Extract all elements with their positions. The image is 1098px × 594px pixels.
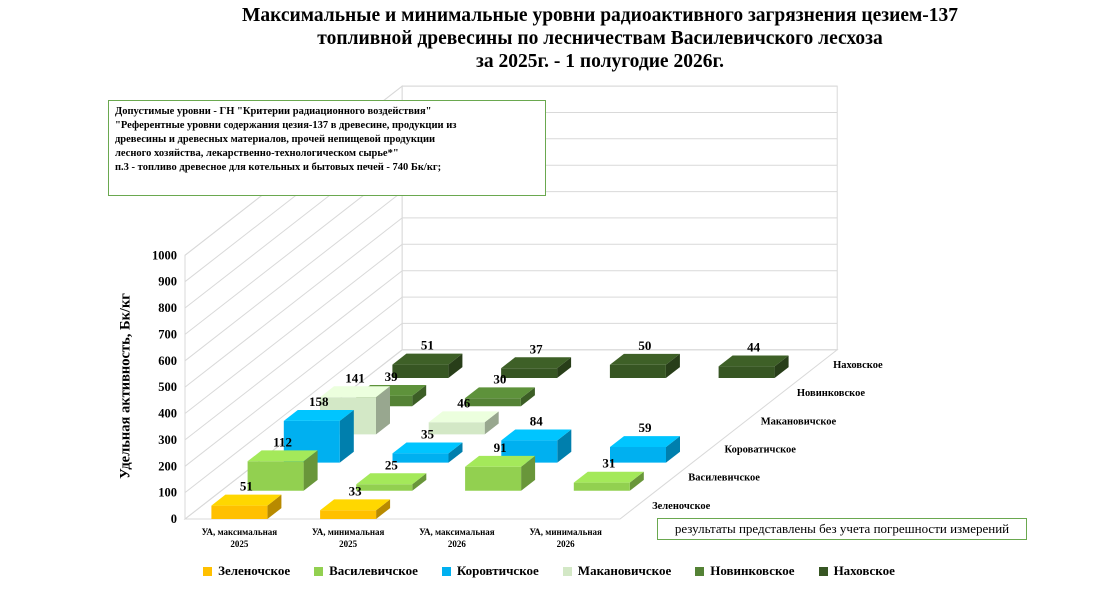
depth-axis-label: Зеленочское xyxy=(652,501,711,512)
x-category-label: 2026 xyxy=(448,539,467,549)
note-line-2: "Референтные уровни содержания цезия-137… xyxy=(115,120,457,131)
legend-item: Коровтичское xyxy=(441,563,539,579)
data-label: 141 xyxy=(345,370,365,385)
data-label: 39 xyxy=(385,369,399,384)
chart-legend: Зеленочское Василевичское Коровтичское Мака… xyxy=(0,563,1098,579)
data-label: 33 xyxy=(349,483,363,498)
gridline xyxy=(184,217,838,388)
permissible-levels-note: Допустимые уровни - ГН "Критерии радиаци… xyxy=(108,100,546,196)
gridline xyxy=(184,243,838,414)
bar xyxy=(211,494,282,519)
note-line-3: древесины и древесных материалов, прочей… xyxy=(115,134,436,145)
legend-label: Наховское xyxy=(833,563,895,578)
x-category-label: УА, максимальная xyxy=(419,527,495,537)
x-category-label: УА, минимальная xyxy=(312,527,385,537)
data-label: 51 xyxy=(240,479,253,494)
legend-swatch xyxy=(203,566,213,576)
y-tick-label: 0 xyxy=(171,512,177,526)
legend-swatch xyxy=(695,566,705,576)
legend-label: Макановичское xyxy=(577,563,672,578)
y-tick-label: 200 xyxy=(158,459,177,473)
legend-item: Новинковское xyxy=(695,563,795,579)
y-tick-label: 300 xyxy=(158,433,177,447)
data-label: 46 xyxy=(457,395,471,410)
gridline xyxy=(184,85,838,256)
data-label: 50 xyxy=(638,338,651,353)
x-category-label: 2025 xyxy=(339,539,358,549)
legend-item: Наховское xyxy=(818,563,895,579)
data-label: 59 xyxy=(639,420,653,435)
bar xyxy=(573,471,644,491)
bar xyxy=(609,353,680,378)
legend-swatch xyxy=(314,566,324,576)
data-label: 112 xyxy=(273,434,292,449)
y-tick-label: 1000 xyxy=(152,248,177,262)
y-tick-label: 900 xyxy=(158,275,177,289)
depth-axis-label: Макановичское xyxy=(761,416,837,427)
legend-swatch xyxy=(441,566,451,576)
legend-swatch xyxy=(818,566,828,576)
note-line-5: п.3 - топливо древесное для котельных и … xyxy=(115,162,442,173)
bar xyxy=(501,357,572,378)
y-axis-label: Удельная активность, Бк/кг xyxy=(117,293,134,479)
bar xyxy=(392,353,463,378)
legend-item: Макановичское xyxy=(562,563,672,579)
bar xyxy=(428,411,499,435)
chart-title: Максимальные и минимальные уровни радиоа… xyxy=(150,4,1050,73)
depth-axis-label: Наховское xyxy=(833,360,883,371)
legend-item: Зеленочское xyxy=(203,563,290,579)
data-label: 35 xyxy=(421,426,435,441)
depth-axis-label: Новинковское xyxy=(797,388,865,399)
legend-swatch xyxy=(562,566,572,576)
legend-label: Зеленочское xyxy=(218,563,291,578)
data-label: 158 xyxy=(309,394,329,409)
bar xyxy=(465,455,536,491)
depth-axis-label: Василевичское xyxy=(688,473,760,484)
data-label: 25 xyxy=(385,457,399,472)
x-category-label: 2026 xyxy=(557,539,576,549)
data-label: 37 xyxy=(530,341,544,356)
bar xyxy=(610,436,680,463)
title-line-3: за 2025г. - 1 полугодие 2026г. xyxy=(476,51,724,72)
depth-axis-label: Короватичское xyxy=(725,445,797,456)
measurement-disclaimer: результаты представлены без учета погреш… xyxy=(657,518,1027,540)
y-tick-label: 600 xyxy=(158,354,177,368)
bar xyxy=(718,355,789,378)
data-label: 31 xyxy=(602,456,615,471)
bar xyxy=(392,442,463,463)
title-line-2: топливной древесины по лесничествам Васи… xyxy=(317,28,883,49)
x-category-label: УА, минимальная xyxy=(529,527,602,537)
y-tick-label: 400 xyxy=(158,407,177,421)
y-tick-label: 700 xyxy=(158,327,177,341)
data-label: 44 xyxy=(747,339,761,354)
legend-label: Новинковское xyxy=(710,563,795,578)
bar xyxy=(356,473,427,491)
x-category-label: УА, максимальная xyxy=(202,527,278,537)
y-tick-label: 500 xyxy=(158,380,177,394)
bar xyxy=(464,387,535,407)
bar xyxy=(320,499,391,519)
legend-label: Василевичское xyxy=(329,563,418,578)
legend-label: Коровтичское xyxy=(456,563,539,578)
x-category-label: 2025 xyxy=(230,539,249,549)
data-label: 84 xyxy=(530,414,544,429)
data-label: 51 xyxy=(421,338,434,353)
gridline xyxy=(184,296,838,467)
data-label: 91 xyxy=(494,440,507,455)
note-line-1: Допустимые уровни - ГН "Критерии радиаци… xyxy=(115,106,432,117)
y-tick-label: 100 xyxy=(158,486,177,500)
legend-item: Василевичское xyxy=(314,563,418,579)
gridline xyxy=(184,322,838,493)
gridline xyxy=(184,270,838,441)
note-line-4: лесного хозяйства, лекарственно-технолог… xyxy=(115,148,399,159)
title-line-1: Максимальные и минимальные уровни радиоа… xyxy=(241,5,959,26)
data-label: 30 xyxy=(493,371,506,386)
bar xyxy=(247,450,318,491)
y-tick-label: 800 xyxy=(158,301,177,315)
